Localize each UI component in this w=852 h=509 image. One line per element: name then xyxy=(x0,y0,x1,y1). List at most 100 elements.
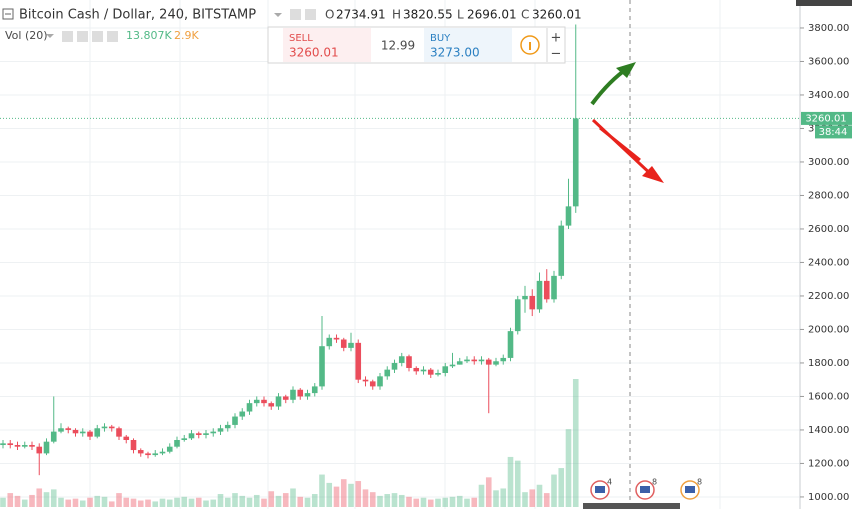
candle-body xyxy=(36,446,43,454)
volume-bar xyxy=(319,474,325,507)
volume-bar xyxy=(572,379,579,507)
volume-bar xyxy=(188,498,195,507)
y-tick-label: 3800.00 xyxy=(808,23,849,34)
icon[interactable] xyxy=(305,9,316,20)
candle-body xyxy=(43,441,50,454)
volume-bar xyxy=(384,494,391,507)
price-axis xyxy=(800,0,852,509)
candle-body xyxy=(137,450,144,454)
volume-bar xyxy=(398,494,405,507)
dropdown[interactable] xyxy=(46,34,54,38)
candle-body xyxy=(311,386,318,394)
volume-bar xyxy=(377,495,383,507)
volume-bar xyxy=(123,497,130,507)
icon[interactable] xyxy=(92,31,103,42)
volume-bar xyxy=(290,488,296,507)
volume-bar xyxy=(536,484,543,507)
minus[interactable]: − xyxy=(551,47,562,62)
candle-body xyxy=(391,362,398,370)
candles-group xyxy=(0,24,579,476)
y-tick-label: 3400.00 xyxy=(808,90,849,101)
volume-bar xyxy=(369,492,376,507)
volume-bar xyxy=(500,488,507,507)
time-highlight xyxy=(583,503,680,509)
icon[interactable] xyxy=(107,31,118,42)
volume-bar xyxy=(152,501,159,507)
y-tick-label: 3600.00 xyxy=(808,56,849,67)
volume-bar xyxy=(261,498,267,507)
candle-body xyxy=(79,431,86,434)
candle-body xyxy=(275,396,282,407)
candle-body xyxy=(507,331,514,358)
buy-button[interactable] xyxy=(424,28,512,62)
icon[interactable] xyxy=(290,9,301,20)
candle-body xyxy=(536,280,543,310)
volume-bar xyxy=(355,481,362,507)
candle-body xyxy=(65,428,72,430)
sell-price: 3260.01 xyxy=(289,46,339,60)
volume-bar xyxy=(391,493,398,507)
volume-bar xyxy=(253,494,260,507)
candle-body xyxy=(427,369,434,375)
candle-body xyxy=(384,369,391,377)
volume-bar xyxy=(275,495,282,507)
volume-bar xyxy=(449,496,456,507)
o-value: 2734.91 xyxy=(336,8,386,22)
volume-bar xyxy=(485,477,492,507)
buy-price: 3273.00 xyxy=(430,46,480,60)
info-icon[interactable] xyxy=(520,35,540,55)
candle-body xyxy=(369,381,376,387)
candle-body xyxy=(420,369,427,372)
candle-body xyxy=(529,295,536,310)
y-tick-label: 1600.00 xyxy=(808,391,849,402)
plus[interactable]: + xyxy=(551,31,562,46)
icon[interactable] xyxy=(77,31,88,42)
event-count: 4 xyxy=(607,478,612,487)
collapse-icon[interactable] xyxy=(2,8,14,20)
volume-bar xyxy=(65,499,72,507)
candle-body xyxy=(500,357,507,362)
candle-body xyxy=(152,453,159,456)
candle-body xyxy=(29,445,35,447)
volume-bar xyxy=(79,500,86,507)
volume-bar xyxy=(217,494,224,507)
volume-bar xyxy=(29,494,35,507)
volume-bar xyxy=(406,496,412,507)
volume-bar xyxy=(87,497,93,507)
volume-bar xyxy=(427,499,434,507)
volume-bar xyxy=(507,456,514,507)
volume-bar xyxy=(116,493,122,507)
icon[interactable] xyxy=(62,31,73,42)
h-value: 3820.55 xyxy=(403,8,453,22)
candle-body xyxy=(572,118,579,207)
dropdown[interactable] xyxy=(274,13,282,17)
candle-body xyxy=(478,359,485,362)
candle-body xyxy=(246,403,253,412)
event-count: 8 xyxy=(697,478,702,487)
volume-bar xyxy=(529,489,536,507)
h-grid-group xyxy=(0,27,800,498)
candle-body xyxy=(116,428,122,437)
sell-button[interactable] xyxy=(283,28,371,62)
price-badge-text: 3260.01 xyxy=(805,113,846,124)
candle-body xyxy=(166,446,173,452)
candle-body xyxy=(435,372,441,375)
candle-body xyxy=(261,399,267,404)
y-tick-label: 2400.00 xyxy=(808,257,849,268)
candle-body xyxy=(558,225,565,276)
candle-body xyxy=(58,428,64,432)
candle-body xyxy=(456,361,463,365)
y-tick-label: 3000.00 xyxy=(808,157,849,168)
y-tick-label: 1000.00 xyxy=(808,492,849,503)
candle-body xyxy=(21,445,28,447)
candle-body xyxy=(224,424,231,429)
volume-bar xyxy=(268,491,275,507)
candle-body xyxy=(0,443,6,446)
event-flag xyxy=(595,486,605,493)
volume-bar xyxy=(413,498,420,507)
candle-body xyxy=(326,337,333,347)
volume-bar xyxy=(239,495,246,507)
volume-bar xyxy=(36,488,43,507)
countdown-badge xyxy=(815,125,852,139)
